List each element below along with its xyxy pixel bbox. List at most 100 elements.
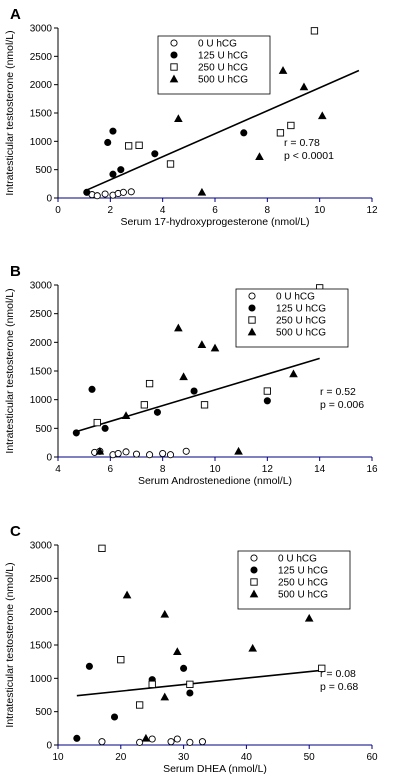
data-point-250-u-hcg [98,544,106,552]
y-tick-label: 500 [35,707,52,718]
y-axis-label: Intratesticular testosterone (nmol/L) [4,288,16,453]
stats-annotation: r = 0.52 [320,386,356,398]
data-point-250-u-hcg [135,701,144,709]
y-tick-label: 3000 [30,281,53,292]
x-tick-label: 12 [262,464,274,475]
x-axis-label: Serum DHEA (nmol/L) [163,763,267,775]
y-tick-label: 1500 [30,109,53,120]
x-tick-label: 16 [366,464,378,475]
stats-annotation: p < 0.0001 [284,150,334,162]
data-point-500-u-hcg [299,82,309,91]
data-point-125-u-hcg [117,166,125,174]
data-point-250-u-hcg [135,141,143,149]
data-point-125-u-hcg [104,138,112,147]
data-point-500-u-hcg [234,446,243,455]
data-point-0-u-hcg [159,450,167,458]
panel-letter: B [10,263,21,280]
data-point-125-u-hcg [110,713,119,721]
x-tick-label: 4 [55,464,61,475]
y-tick-label: 2000 [30,338,53,349]
data-point-500-u-hcg [278,66,288,74]
data-point-0-u-hcg [119,188,127,196]
data-point-500-u-hcg [317,111,327,120]
data-point-250-u-hcg [93,418,101,427]
y-tick-label: 2500 [30,52,53,63]
stats-annotation: r = 0.08 [320,668,356,680]
data-point-250-u-hcg [263,387,271,395]
x-tick-label: 30 [178,752,190,763]
data-point-125-u-hcg [240,129,248,137]
x-tick-label: 8 [265,205,271,216]
data-point-0-u-hcg [186,738,194,746]
data-point-500-u-hcg [179,372,188,381]
data-point-500-u-hcg [197,340,207,348]
x-tick-label: 10 [52,752,64,763]
data-point-0-u-hcg [182,447,190,455]
data-point-125-u-hcg [109,127,117,135]
data-point-0-u-hcg [167,738,175,746]
data-point-125-u-hcg [186,689,194,697]
data-point-0-u-hcg [148,735,156,743]
legend-entry: 125 U hCG [198,51,248,62]
panel-B: B 0 500 1000 1500 2000 2500 3000 4 6 8 10 12 14 16 Seru… [4,263,378,487]
x-tick-label: 20 [115,752,127,763]
legend-marker [250,566,258,574]
data-point-125-u-hcg [109,170,117,178]
data-point-0-u-hcg [173,735,181,743]
data-point-125-u-hcg [72,429,80,437]
legend-entry: 125 U hCG [278,566,328,577]
legend-marker [250,554,258,562]
data-point-500-u-hcg [304,613,314,622]
data-point-250-u-hcg [166,160,175,168]
data-point-125-u-hcg [88,385,96,393]
data-point-250-u-hcg [140,401,148,409]
data-point-250-u-hcg [117,656,125,664]
data-point-500-u-hcg [122,590,132,599]
legend-marker [250,578,258,586]
data-point-250-u-hcg [124,142,133,150]
data-point-500-u-hcg [174,323,183,332]
x-tick-label: 12 [366,205,378,216]
data-point-125-u-hcg [190,387,198,395]
data-point-500-u-hcg [174,114,183,123]
legend-marker [170,51,178,59]
x-tick-label: 4 [160,205,166,216]
legend-marker [248,304,256,312]
x-axis-label: Serum 17-hydroxyprogesterone (nmol/L) [120,216,309,228]
x-axis-label: Serum Androstenedione (nmol/L) [138,475,292,487]
data-point-500-u-hcg [141,733,151,742]
y-tick-label: 0 [46,194,52,205]
data-point-0-u-hcg [136,738,144,746]
data-point-0-u-hcg [198,738,206,746]
x-tick-label: 0 [55,205,61,216]
legend-marker [248,316,256,324]
data-point-250-u-hcg [145,379,154,388]
legend-marker [169,74,179,83]
y-tick-label: 2500 [30,574,53,585]
panel-letter: A [10,6,21,23]
stats-annotation: p = 0.006 [320,399,364,411]
trend-line [76,669,322,697]
y-tick-label: 2000 [30,80,53,91]
y-axis-label: Intratesticular testosterone (nmol/L) [4,30,16,195]
data-point-250-u-hcg [276,129,285,137]
x-tick-label: 6 [212,205,218,216]
data-point-125-u-hcg [83,188,91,196]
legend-entry: 500 U hCG [276,328,326,339]
data-point-0-u-hcg [93,192,101,200]
legend-marker [249,589,259,598]
y-tick-label: 2500 [30,309,53,320]
data-point-500-u-hcg [121,411,131,420]
x-tick-label: 60 [366,752,378,763]
data-point-500-u-hcg [197,187,207,196]
data-point-500-u-hcg [160,692,170,701]
data-point-0-u-hcg [122,448,130,456]
data-point-125-u-hcg [73,734,81,742]
stats-annotation: p = 0.68 [320,681,358,693]
data-point-500-u-hcg [289,369,298,378]
data-point-125-u-hcg [153,408,161,416]
